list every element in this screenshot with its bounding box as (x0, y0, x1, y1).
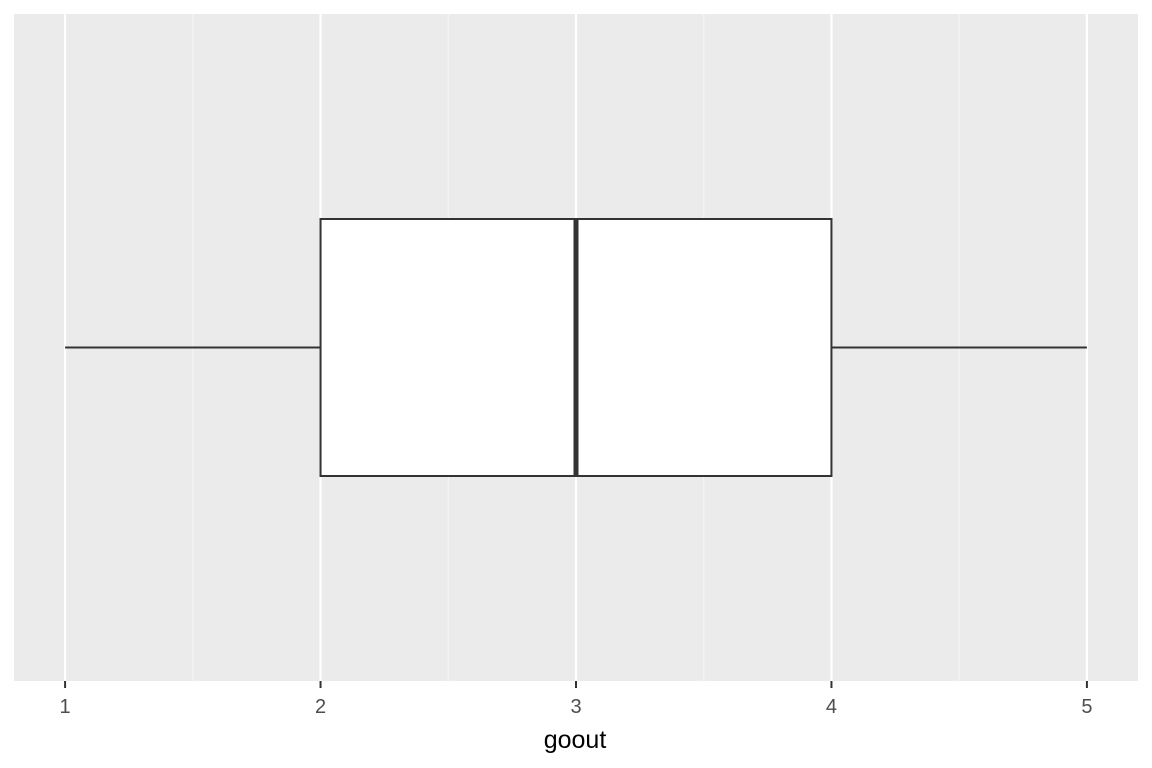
x-tick-label: 2 (315, 696, 326, 718)
x-axis-tick-labels: 1 2 3 4 5 (60, 696, 1093, 718)
x-tick-label: 1 (60, 696, 71, 718)
x-tick-label: 4 (826, 696, 837, 718)
x-tick-label: 5 (1081, 696, 1092, 718)
x-tick-label: 3 (570, 696, 581, 718)
box-element (65, 218, 1087, 477)
x-axis-ticks (64, 681, 1088, 688)
box-series (65, 218, 1087, 477)
x-axis-title: goout (544, 726, 607, 754)
